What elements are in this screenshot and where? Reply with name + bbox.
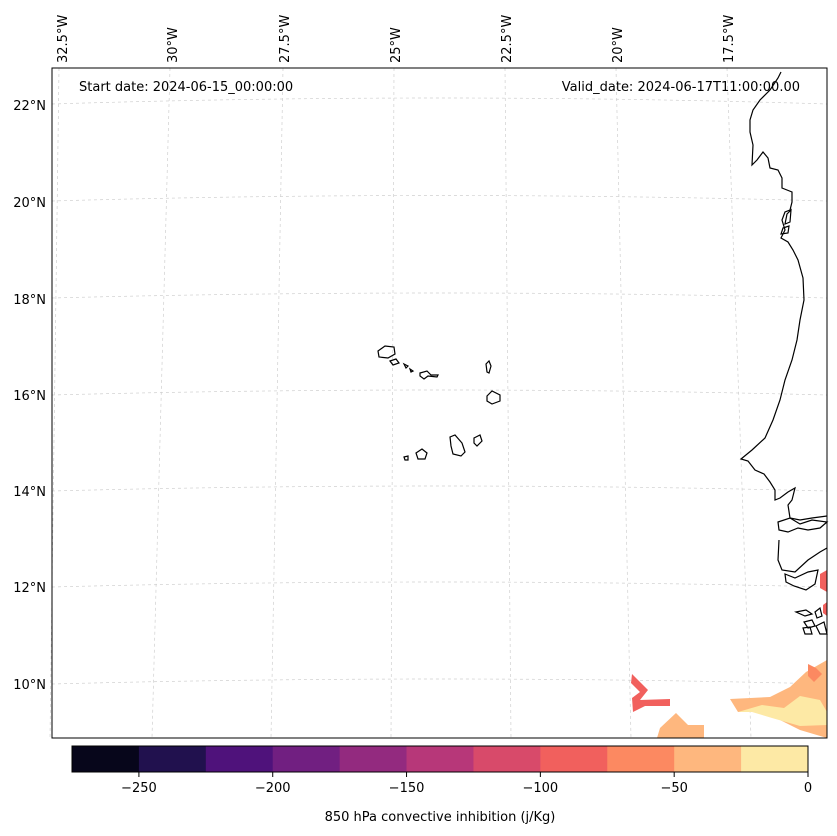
island-fogo xyxy=(415,448,428,460)
gridline-16n xyxy=(51,389,828,396)
lat-label: 22°N xyxy=(13,99,46,114)
island-maio xyxy=(473,434,483,447)
lon-label: 27.5°W xyxy=(278,15,293,63)
colorbar-tick-label: −100 xyxy=(523,781,559,796)
island-boa-vista xyxy=(486,390,501,405)
colorbar-swatch xyxy=(205,746,274,772)
colorbar-frame xyxy=(71,745,809,773)
cin-patch-orange-red xyxy=(631,674,670,712)
colorbar-swatch xyxy=(272,746,341,772)
colorbar-swatch xyxy=(339,746,408,772)
lat-label: 16°N xyxy=(13,389,46,404)
cape-verde-islands xyxy=(377,345,501,461)
gridline-17-5w xyxy=(726,67,752,739)
gridline-12n xyxy=(51,581,828,588)
cin-patch-palest xyxy=(738,696,827,726)
colorbar-swatches xyxy=(72,746,809,772)
valid-date-label: Valid_date: 2024-06-17T11:00:00.00 xyxy=(562,80,800,95)
gridline-27-5w xyxy=(270,67,284,739)
lat-label: 10°N xyxy=(13,678,46,693)
colorbar-swatch xyxy=(138,746,207,772)
lon-label: 32.5°W xyxy=(56,15,71,63)
banc-arguin xyxy=(784,208,792,225)
lat-label: 18°N xyxy=(13,293,46,308)
gridline-20n xyxy=(51,195,828,202)
gridline-10n xyxy=(51,678,828,685)
colorbar-tick-label: −50 xyxy=(660,781,687,796)
cin-patch-orange xyxy=(808,664,822,682)
gridline-22n xyxy=(51,97,828,105)
gridline-20w xyxy=(615,67,632,739)
lon-label: 30°W xyxy=(166,27,181,63)
lat-label: 20°N xyxy=(13,196,46,211)
island-sao-nicolau xyxy=(419,370,439,380)
gridline-30w xyxy=(151,67,171,739)
island-sal xyxy=(485,359,492,374)
map-frame xyxy=(51,67,828,739)
gridline-22-5w xyxy=(504,67,512,739)
cin-patch-coast-11n xyxy=(823,602,827,616)
colorbar-label: 850 hPa convective inhibition (j/Kg) xyxy=(325,810,556,825)
gridline-14n xyxy=(51,485,828,492)
coastline-gambia xyxy=(777,517,829,533)
bijagos-islet-3 xyxy=(802,626,813,635)
islet-raso xyxy=(408,367,415,373)
cin-patch-light xyxy=(657,713,704,738)
map-content xyxy=(49,67,829,739)
island-santiago xyxy=(449,434,466,457)
colorbar-swatch xyxy=(674,746,742,772)
colorbar-tick-label: 0 xyxy=(804,781,812,796)
colorbar-tick-label: −200 xyxy=(255,781,291,796)
island-sao-vicente xyxy=(389,358,400,366)
coastline-casamance xyxy=(777,539,828,573)
start-date-label: Start date: 2024-06-15_00:00:00 xyxy=(79,80,293,95)
colorbar-swatch xyxy=(607,746,675,772)
bijagos-islet-1 xyxy=(794,609,814,617)
colorbar-ticks: −250 −200 −150 −100 −50 0 xyxy=(121,772,812,796)
island-brava xyxy=(403,455,409,461)
colorbar: −250 −200 −150 −100 −50 0 850 hPa convective … xyxy=(71,745,812,825)
cin-contours xyxy=(631,570,827,738)
lat-label: 12°N xyxy=(13,581,46,596)
lat-label: 14°N xyxy=(13,485,46,500)
gridline-25w xyxy=(390,67,395,739)
map-background xyxy=(52,68,827,738)
cap-blanc-islet xyxy=(780,225,790,235)
colorbar-swatch xyxy=(741,746,809,772)
coastline-guinea-bissau xyxy=(784,569,819,591)
colorbar-swatch xyxy=(540,746,608,772)
coastline-mauritania-senegal xyxy=(739,71,828,521)
lon-label: 22.5°W xyxy=(500,15,515,63)
longitude-labels: 32.5°W 30°W 27.5°W 25°W 22.5°W 20°W 17.5… xyxy=(56,15,737,63)
colorbar-tick-label: −150 xyxy=(389,781,425,796)
colorbar-swatch xyxy=(473,746,541,772)
colorbar-swatch xyxy=(406,746,474,772)
colorbar-swatch xyxy=(72,746,140,772)
lon-label: 20°W xyxy=(611,27,626,63)
lon-label: 17.5°W xyxy=(722,15,737,63)
africa-coastline xyxy=(739,71,829,635)
cin-patch-coast-12n xyxy=(820,570,827,592)
bijagos-islet-4 xyxy=(814,606,823,619)
island-santo-antao xyxy=(377,345,396,359)
lon-label: 25°W xyxy=(389,27,404,63)
latitude-labels: 22°N 20°N 18°N 16°N 14°N 12°N 10°N xyxy=(13,99,46,693)
island-santa-luzia xyxy=(402,362,410,370)
bijagos-islet-2 xyxy=(803,619,816,629)
gridline-18n xyxy=(51,292,828,299)
colorbar-tick-label: −250 xyxy=(121,781,157,796)
